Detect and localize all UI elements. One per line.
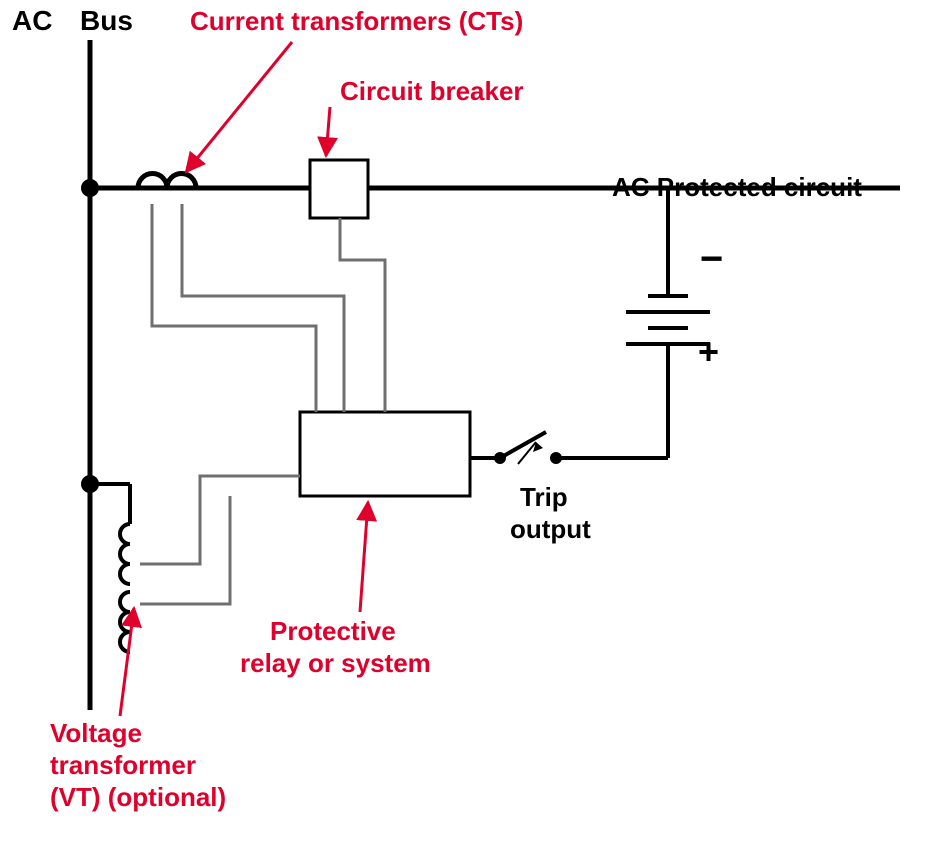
- label-trip-1: Trip: [520, 482, 568, 512]
- label-relay-1: Protective: [270, 616, 396, 646]
- label-vt-1: Voltage: [50, 718, 142, 748]
- label-bus: Bus: [80, 5, 133, 36]
- arrow-relay: [360, 502, 368, 612]
- label-ac: AC: [12, 5, 52, 36]
- arrow-cts: [186, 42, 292, 172]
- protection-diagram: AC Bus Current transformers (CTs) Circui…: [0, 0, 939, 850]
- arrow-cb: [326, 107, 330, 156]
- protective-relay: [300, 412, 470, 496]
- label-minus: −: [700, 237, 723, 281]
- label-trip-2: output: [510, 514, 591, 544]
- secondary-wiring: [140, 204, 385, 604]
- trip-output-switch: [470, 432, 560, 464]
- bus-node-top: [81, 179, 99, 197]
- dc-source: [556, 188, 710, 458]
- label-cb: Circuit breaker: [340, 76, 524, 106]
- label-cts: Current transformers (CTs): [190, 6, 523, 36]
- label-vt-3: (VT) (optional): [50, 782, 226, 812]
- label-vt-2: transformer: [50, 750, 196, 780]
- circuit-breaker: [310, 160, 368, 218]
- label-relay-2: relay or system: [240, 648, 431, 678]
- label-plus: +: [698, 331, 719, 372]
- label-protected: AC Protected circuit: [612, 172, 862, 202]
- voltage-transformer: [90, 484, 130, 652]
